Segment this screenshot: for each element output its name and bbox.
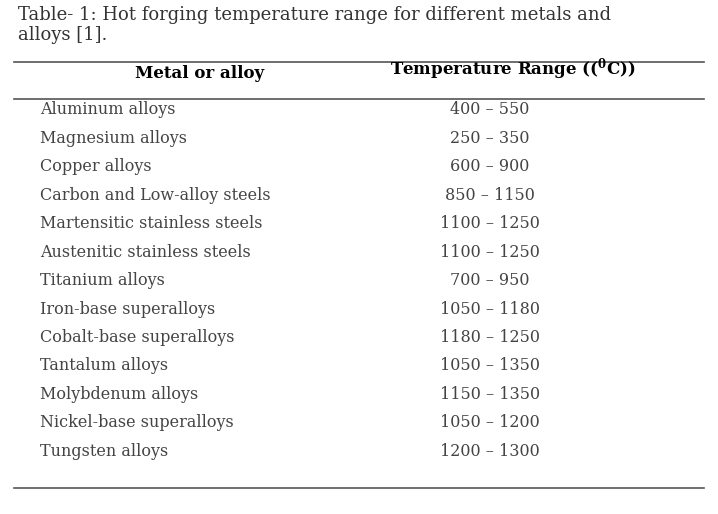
Text: Iron-base superalloys: Iron-base superalloys (40, 301, 215, 318)
Text: Molybdenum alloys: Molybdenum alloys (40, 386, 198, 403)
Text: Carbon and Low-alloy steels: Carbon and Low-alloy steels (40, 187, 271, 204)
Text: Copper alloys: Copper alloys (40, 158, 151, 175)
Text: Aluminum alloys: Aluminum alloys (40, 101, 175, 118)
Text: 1050 – 1350: 1050 – 1350 (440, 357, 540, 374)
Text: Metal or alloy: Metal or alloy (136, 65, 264, 82)
Text: 600 – 900: 600 – 900 (450, 158, 530, 175)
Text: 1180 – 1250: 1180 – 1250 (440, 329, 540, 346)
Text: Temperature Range ($\mathregular{(^0C)}$): Temperature Range ($\mathregular{(^0C)}$… (390, 56, 635, 82)
Text: 700 – 950: 700 – 950 (450, 272, 530, 289)
Text: Nickel-base superalloys: Nickel-base superalloys (40, 414, 234, 431)
Text: Martensitic stainless steels: Martensitic stainless steels (40, 215, 263, 232)
Text: Magnesium alloys: Magnesium alloys (40, 130, 187, 146)
Text: 1050 – 1200: 1050 – 1200 (440, 414, 540, 431)
Text: Table- 1: Hot forging temperature range for different metals and: Table- 1: Hot forging temperature range … (18, 6, 611, 24)
Text: 250 – 350: 250 – 350 (450, 130, 530, 146)
Text: 1150 – 1350: 1150 – 1350 (440, 386, 540, 403)
Text: 850 – 1150: 850 – 1150 (445, 187, 535, 204)
Text: Titanium alloys: Titanium alloys (40, 272, 165, 289)
Text: Cobalt-base superalloys: Cobalt-base superalloys (40, 329, 235, 346)
Text: Tungsten alloys: Tungsten alloys (40, 443, 168, 460)
Text: 400 – 550: 400 – 550 (450, 101, 530, 118)
Text: Austenitic stainless steels: Austenitic stainless steels (40, 244, 251, 261)
Text: 1050 – 1180: 1050 – 1180 (440, 301, 540, 318)
Text: alloys [1].: alloys [1]. (18, 26, 108, 44)
Text: Tantalum alloys: Tantalum alloys (40, 357, 168, 374)
Text: 1100 – 1250: 1100 – 1250 (440, 244, 540, 261)
Text: 1100 – 1250: 1100 – 1250 (440, 215, 540, 232)
Text: 1200 – 1300: 1200 – 1300 (440, 443, 540, 460)
